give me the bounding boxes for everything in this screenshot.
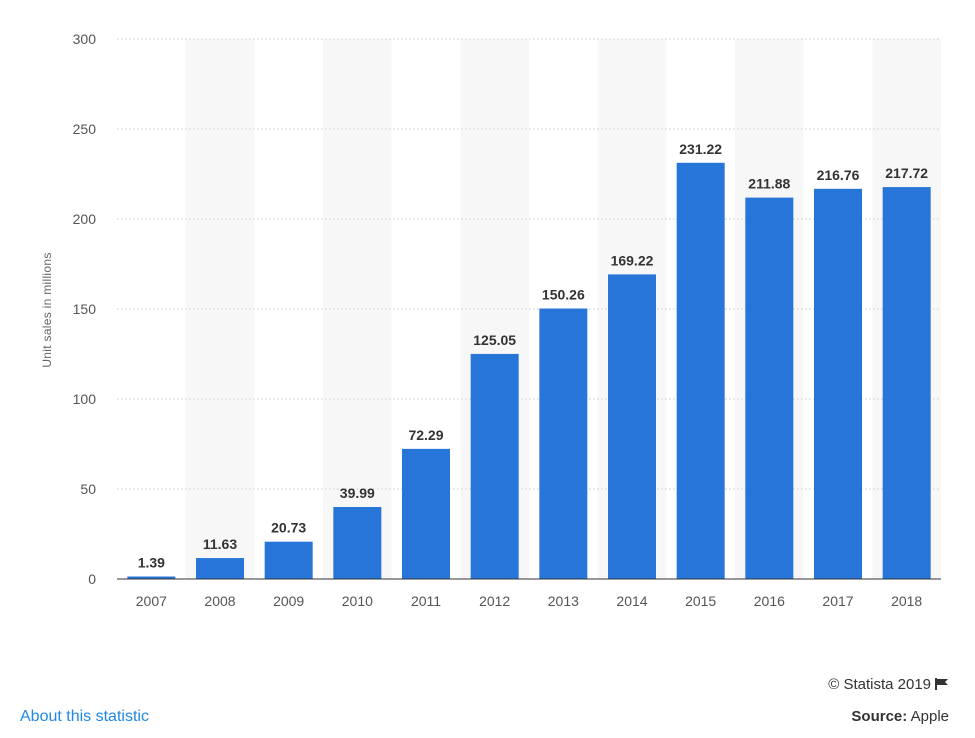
y-tick-label: 50: [80, 481, 96, 497]
x-tick-label: 2008: [204, 593, 235, 609]
y-tick-label: 100: [73, 391, 97, 407]
value-label: 20.73: [271, 520, 306, 536]
x-tick-label: 2007: [136, 593, 167, 609]
y-axis-ticks: 0 50 100 150 200 250 300: [73, 31, 97, 587]
bar[interactable]: [676, 162, 725, 579]
value-label: 211.88: [748, 176, 790, 192]
column-band: [185, 39, 255, 579]
x-tick-label: 2015: [685, 593, 716, 609]
value-label: 231.22: [679, 141, 722, 157]
bar[interactable]: [882, 187, 931, 579]
credit-text: © Statista 2019: [828, 676, 931, 693]
value-labels: 1.39 11.63 20.73 39.99 72.29 125.05 150.26 169.…: [138, 141, 929, 571]
value-label: 39.99: [340, 485, 375, 501]
bar[interactable]: [333, 507, 382, 579]
x-tick-label: 2009: [273, 593, 304, 609]
x-tick-label: 2012: [479, 593, 510, 609]
source-line: Source: Apple: [851, 708, 949, 725]
flag-icon[interactable]: [935, 678, 949, 690]
bar[interactable]: [608, 274, 656, 579]
x-tick-label: 2017: [822, 593, 853, 609]
x-tick-label: 2018: [891, 593, 922, 609]
source-label: Source:: [851, 708, 908, 725]
bar[interactable]: [402, 448, 450, 579]
x-axis-ticks: 2007 2008 2009 2010 2011 2012 2013 2014 2015 2016…: [136, 593, 923, 609]
value-label: 1.39: [138, 554, 165, 570]
bar-chart: 0 50 100 150 200 250 300 1.39 11.63 20.73 39.99 72…: [73, 31, 941, 609]
x-tick-label: 2010: [342, 593, 373, 609]
bar[interactable]: [470, 353, 519, 579]
y-tick-label: 0: [88, 571, 96, 587]
y-tick-label: 250: [73, 121, 97, 137]
x-tick-label: 2013: [548, 593, 579, 609]
bars: [127, 162, 931, 579]
statista-credit: © Statista 2019: [828, 676, 949, 693]
y-tick-label: 300: [73, 31, 97, 47]
value-label: 125.05: [473, 332, 516, 348]
y-axis-label: Unit sales in millions: [40, 252, 54, 368]
x-tick-label: 2016: [754, 593, 785, 609]
bar[interactable]: [745, 197, 794, 579]
source-value: Apple: [910, 708, 949, 725]
about-statistic-link[interactable]: About this statistic: [20, 708, 149, 725]
bar[interactable]: [127, 576, 176, 579]
value-label: 216.76: [817, 167, 860, 183]
y-tick-label: 150: [73, 301, 97, 317]
x-tick-label: 2011: [411, 593, 441, 609]
value-label: 72.29: [408, 427, 443, 443]
x-tick-label: 2014: [616, 593, 647, 609]
bar[interactable]: [264, 541, 313, 579]
bar[interactable]: [196, 558, 244, 579]
bar[interactable]: [539, 308, 588, 579]
grid-lines: [117, 38, 941, 490]
value-label: 11.63: [203, 536, 237, 552]
y-tick-label: 200: [73, 211, 97, 227]
bar[interactable]: [814, 188, 862, 579]
value-label: 217.72: [885, 165, 928, 181]
value-label: 150.26: [542, 287, 585, 303]
value-label: 169.22: [611, 252, 654, 268]
